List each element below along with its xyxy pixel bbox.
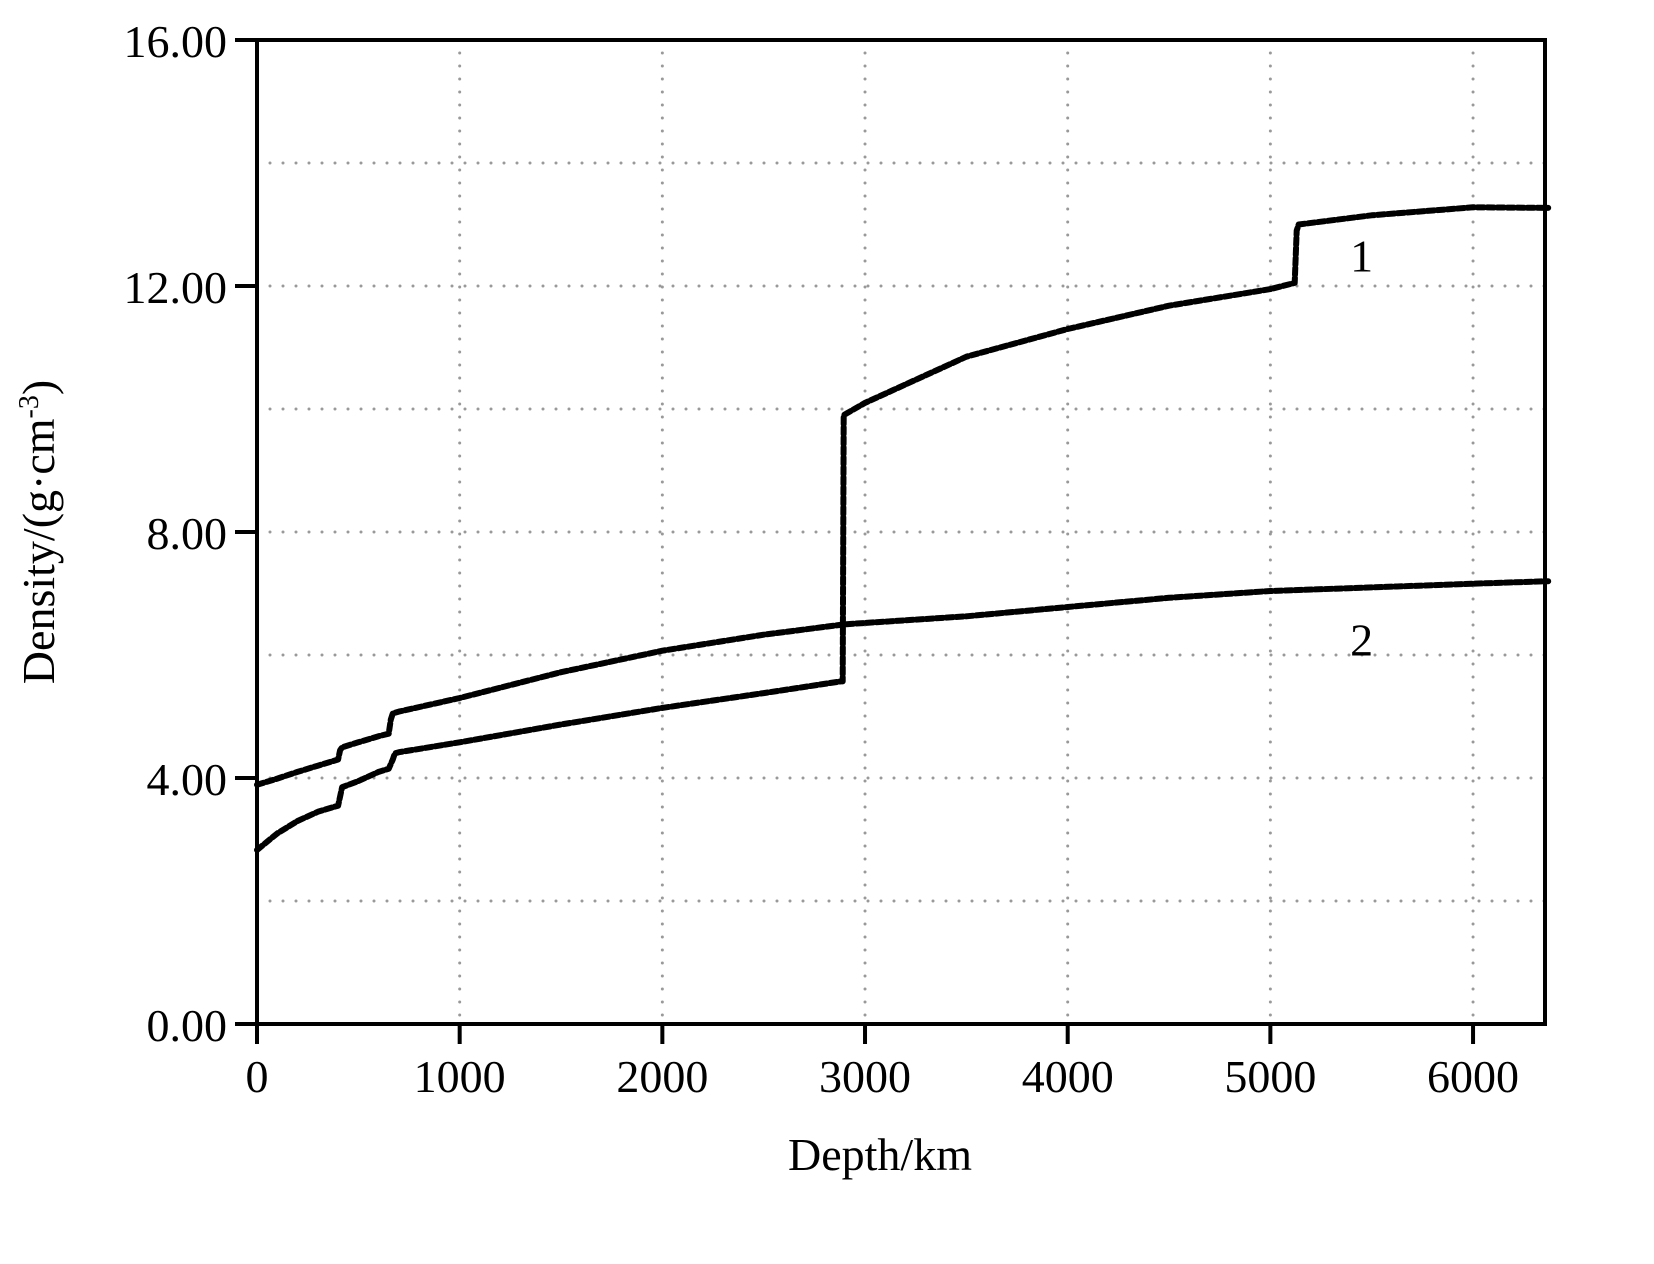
grid [255, 38, 1547, 1026]
x-tick-label: 4000 [1022, 1051, 1114, 1102]
y-axis-label: Density/(g·cm-3) [13, 380, 64, 684]
x-tick-label: 3000 [819, 1051, 911, 1102]
y-tick-label: 16.00 [124, 16, 228, 67]
x-tick-label: 6000 [1427, 1051, 1519, 1102]
series-label-2: 2 [1350, 615, 1373, 666]
series-line-2 [254, 578, 1552, 788]
series-line-1 [254, 204, 1552, 853]
y-axis-label-close: ) [13, 380, 64, 395]
x-tick-label: 2000 [616, 1051, 708, 1102]
series-group: 12 [254, 204, 1552, 853]
y-tick-label: 4.00 [147, 754, 228, 805]
x-axis-label: Depth/km [788, 1129, 972, 1180]
tick-labels: 0.00 4.00 8.00 12.00 16.00 0 1000 2000 3000 4000 5… [124, 16, 1520, 1102]
y-tick-label: 0.00 [147, 1000, 228, 1051]
x-tick-label: 5000 [1224, 1051, 1316, 1102]
x-tick-label: 0 [246, 1051, 269, 1102]
axes [235, 38, 1547, 1044]
y-axis-label-sup: -3 [14, 395, 45, 418]
plot-frame [255, 38, 1547, 1026]
x-tick-label: 1000 [414, 1051, 506, 1102]
y-axis-label-main: Density/(g·cm [13, 418, 64, 684]
y-tick-label: 8.00 [147, 508, 228, 559]
series-label-1: 1 [1350, 230, 1373, 281]
y-tick-label: 12.00 [124, 262, 228, 313]
